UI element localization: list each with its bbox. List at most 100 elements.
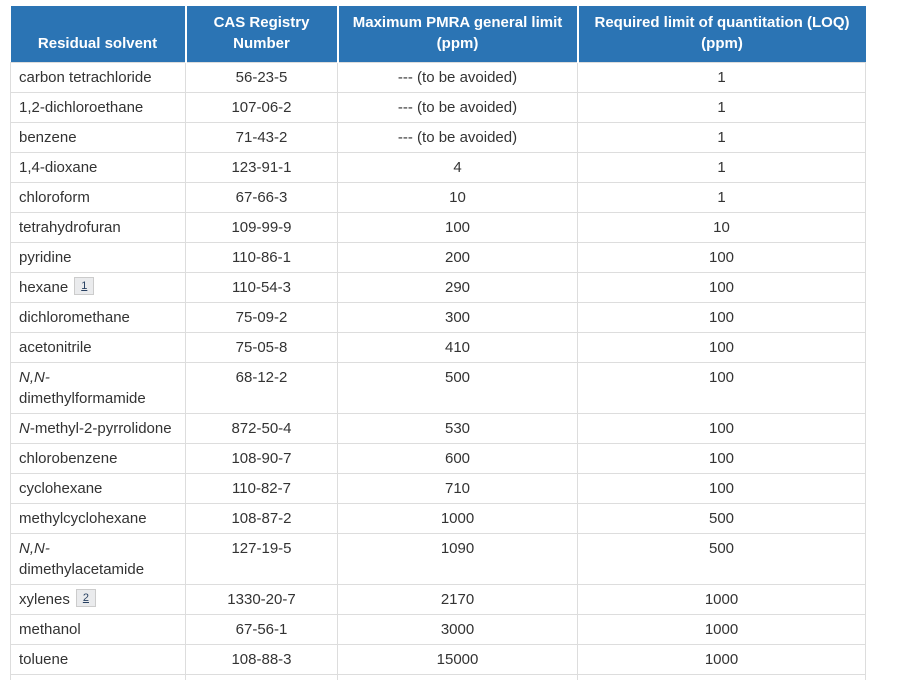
solvent-name-cell: dichloromethane (10, 302, 186, 333)
loq-cell: 1 (577, 92, 866, 123)
table-row: toluene 108-88-3 15000 1000 (10, 644, 866, 675)
table-row: N,N-dimethylacetamide 127-19-5 1090 500 (10, 533, 866, 585)
solvent-name-text: toluene (19, 651, 69, 668)
partial-row (10, 674, 866, 680)
cas-number-cell: 109-99-9 (185, 212, 338, 243)
solvent-name-cell: xylenes 2 (10, 584, 186, 615)
solvent-name-cell: tetrahydrofuran (10, 212, 186, 243)
solvent-name-cell: pyridine (10, 242, 186, 273)
empty-cell (337, 674, 578, 680)
table-row: 1,2-dichloroethane 107-06-2 --- (to be avo… (10, 92, 866, 123)
solvent-name-text: N,N- (19, 369, 50, 386)
column-header-cas-number: CAS Registry Number (184, 6, 338, 63)
loq-cell: 500 (577, 533, 866, 585)
cas-number-cell: 75-09-2 (185, 302, 338, 333)
loq-cell: 1 (577, 152, 866, 183)
table-row: acetonitrile 75-05-8 410 100 (10, 332, 866, 363)
pmra-limit-cell: 100 (337, 212, 578, 243)
solvent-name-text: pyridine (19, 249, 72, 266)
table-row: N-methyl-2-pyrrolidone 872-50-4 530 100 (10, 413, 866, 444)
table-row: chlorobenzene 108-90-7 600 100 (10, 443, 866, 474)
pmra-limit-cell: 600 (337, 443, 578, 474)
empty-cell (185, 674, 338, 680)
cas-number-cell: 56-23-5 (185, 62, 338, 93)
pmra-limit-cell: 200 (337, 242, 578, 273)
cas-number-cell: 1330-20-7 (185, 584, 338, 615)
loq-cell: 100 (577, 332, 866, 363)
loq-cell: 1 (577, 62, 866, 93)
solvent-name-text: 1,4-dioxane (19, 159, 98, 176)
solvent-name-text: benzene (19, 129, 77, 146)
solvent-name-text: N,N- (19, 540, 50, 557)
table-row: methanol 67-56-1 3000 1000 (10, 614, 866, 645)
pmra-limit-cell: --- (to be avoided) (337, 62, 578, 93)
pmra-limit-cell: 710 (337, 473, 578, 504)
empty-cell (577, 674, 866, 680)
pmra-limit-cell: 410 (337, 332, 578, 363)
table-row: hexane 1 110-54-3 290 100 (10, 272, 866, 303)
loq-cell: 100 (577, 443, 866, 474)
cas-number-cell: 67-56-1 (185, 614, 338, 645)
solvent-name-text: dimethylformamide (19, 390, 146, 407)
solvent-name-cell: N,N-dimethylacetamide (10, 533, 186, 585)
solvent-name-text: -methyl-2-pyrrolidone (29, 420, 172, 437)
cas-number-cell: 108-88-3 (185, 644, 338, 675)
loq-cell: 1000 (577, 644, 866, 675)
table-row: 1,4-dioxane 123-91-1 4 1 (10, 152, 866, 183)
solvent-name-cell: 1,2-dichloroethane (10, 92, 186, 123)
table-row: benzene 71-43-2 --- (to be avoided) 1 (10, 122, 866, 153)
pmra-limit-cell: 500 (337, 362, 578, 414)
cas-number-cell: 71-43-2 (185, 122, 338, 153)
pmra-limit-cell: 15000 (337, 644, 578, 675)
footnote-link[interactable]: 2 (75, 589, 96, 607)
pmra-limit-cell: 300 (337, 302, 578, 333)
loq-cell: 100 (577, 362, 866, 414)
table-row: carbon tetrachloride 56-23-5 --- (to be av… (10, 62, 866, 93)
cas-number-cell: 75-05-8 (185, 332, 338, 363)
table-row: xylenes 2 1330-20-7 2170 1000 (10, 584, 866, 615)
loq-cell: 1 (577, 182, 866, 213)
loq-cell: 500 (577, 503, 866, 534)
table-row: methylcyclohexane 108-87-2 1000 500 (10, 503, 866, 534)
footnote-link[interactable]: 1 (74, 277, 95, 295)
solvent-name-cell: hexane 1 (10, 272, 186, 303)
solvent-name-text: cyclohexane (19, 480, 103, 497)
cas-number-cell: 872-50-4 (185, 413, 338, 444)
loq-cell: 1000 (577, 614, 866, 645)
pmra-limit-cell: 10 (337, 182, 578, 213)
cas-number-cell: 110-86-1 (185, 242, 338, 273)
solvent-name-text: chlorobenzene (19, 450, 118, 467)
cas-number-cell: 68-12-2 (185, 362, 338, 414)
cas-number-cell: 108-87-2 (185, 503, 338, 534)
table-row: tetrahydrofuran 109-99-9 100 10 (10, 212, 866, 243)
table-row: cyclohexane 110-82-7 710 100 (10, 473, 866, 504)
loq-cell: 100 (577, 473, 866, 504)
solvent-name-cell: chloroform (10, 182, 186, 213)
solvent-name-cell: 1,4-dioxane (10, 152, 186, 183)
table-row: N,N-dimethylformamide 68-12-2 500 100 (10, 362, 866, 414)
loq-cell: 1000 (577, 584, 866, 615)
table-row: dichloromethane 75-09-2 300 100 (10, 302, 866, 333)
solvent-name-cell: acetonitrile (10, 332, 186, 363)
residual-solvents-table: Residual solvent CAS Registry Number Max… (10, 6, 866, 680)
solvent-name-text: tetrahydrofuran (19, 219, 121, 236)
pmra-limit-cell: 1000 (337, 503, 578, 534)
solvent-name-cell: cyclohexane (10, 473, 186, 504)
cas-number-cell: 123-91-1 (185, 152, 338, 183)
pmra-limit-cell: 4 (337, 152, 578, 183)
solvent-name-text: dimethylacetamide (19, 561, 145, 578)
solvent-name-text: acetonitrile (19, 339, 92, 356)
solvent-name-text: hexane (19, 279, 69, 296)
solvent-name-text: methanol (19, 621, 81, 638)
solvent-name-cell: methanol (10, 614, 186, 645)
solvent-name-text: chloroform (19, 189, 90, 206)
cas-number-cell: 67-66-3 (185, 182, 338, 213)
table-body: carbon tetrachloride 56-23-5 --- (to be av… (10, 62, 866, 680)
solvent-name-text: carbon tetrachloride (19, 69, 152, 86)
table-row: pyridine 110-86-1 200 100 (10, 242, 866, 273)
loq-cell: 1 (577, 122, 866, 153)
solvent-name-cell: chlorobenzene (10, 443, 186, 474)
solvent-name-cell: carbon tetrachloride (10, 62, 186, 93)
header-row: Residual solvent CAS Registry Number Max… (10, 6, 866, 63)
pmra-limit-cell: 530 (337, 413, 578, 444)
